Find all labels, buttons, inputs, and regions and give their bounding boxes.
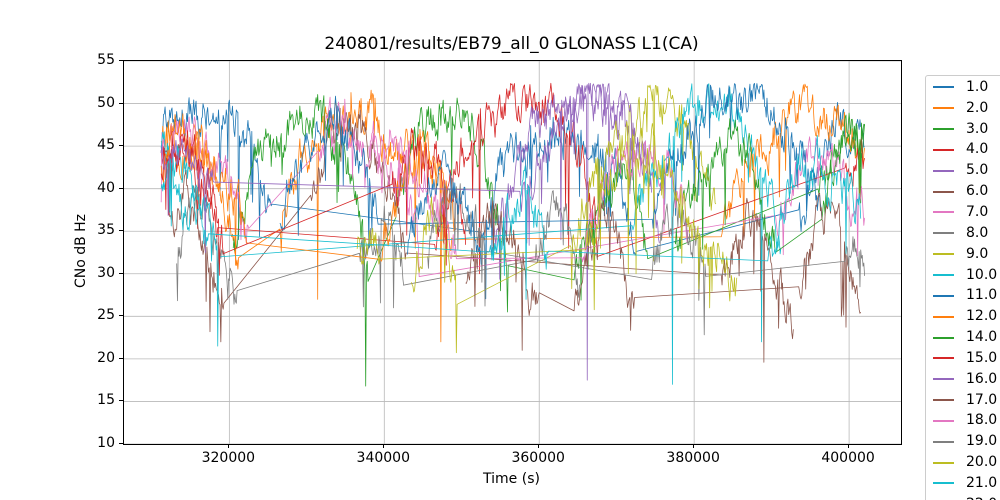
x-tick-label: 360000: [511, 450, 565, 466]
y-tick-label: 35: [97, 222, 115, 239]
legend-entry: 8.0: [926, 223, 1000, 244]
legend-line-swatch: [933, 148, 954, 151]
legend-label: 22.0: [966, 496, 997, 500]
legend-label: 2.0: [966, 99, 989, 116]
y-tick-label: 40: [97, 179, 115, 196]
x-tick-mark: [228, 444, 230, 448]
legend-label: 1.0: [966, 78, 989, 95]
legend-label: 5.0: [966, 162, 989, 179]
legend-entry: 21.0: [926, 473, 1000, 494]
legend-label: 7.0: [966, 203, 989, 220]
legend-entry: 9.0: [926, 244, 1000, 265]
legend-line-swatch: [933, 232, 954, 235]
legend-label: 14.0: [966, 329, 998, 346]
y-tick-label: 30: [97, 264, 115, 281]
legend-label: 20.0: [966, 454, 998, 471]
legend-entry: 5.0: [926, 160, 1000, 181]
x-tick-label: 320000: [201, 450, 256, 466]
legend-line-swatch: [933, 211, 954, 214]
legend-entry: 6.0: [926, 181, 1000, 202]
legend-line-swatch: [933, 274, 954, 277]
y-tick-mark: [119, 272, 123, 274]
legend-line-swatch: [933, 357, 954, 360]
legend-label: 17.0: [966, 391, 998, 408]
chart-title: 240801/results/EB79_all_0 GLONASS L1(CA): [324, 34, 699, 54]
legend-entry: 7.0: [926, 202, 1000, 223]
y-tick-label: 15: [97, 392, 115, 409]
y-tick-label: 55: [97, 52, 115, 68]
y-tick-label: 45: [97, 137, 115, 154]
legend-label: 9.0: [966, 245, 989, 262]
legend-line-swatch: [933, 440, 954, 443]
legend-entry: 16.0: [926, 369, 1000, 390]
legend-entry: 2.0: [926, 98, 1000, 119]
legend-line-swatch: [933, 378, 954, 381]
x-tick-label: 380000: [666, 450, 720, 466]
legend-label: 21.0: [966, 474, 998, 491]
plot-area: [123, 60, 902, 445]
x-tick-mark: [538, 444, 540, 448]
legend-entry: 1.0: [926, 77, 1000, 98]
legend-label: 16.0: [966, 370, 998, 387]
y-tick-label: 10: [97, 435, 115, 451]
legend-entry: 12.0: [926, 306, 1000, 327]
legend-line-swatch: [933, 336, 954, 339]
legend-entry: 18.0: [926, 411, 1000, 432]
legend-label: 10.0: [966, 266, 998, 283]
legend-label: 15.0: [966, 349, 998, 366]
legend-entry: 19.0: [926, 431, 1000, 452]
legend-entry: 17.0: [926, 390, 1000, 411]
legend-entry: 10.0: [926, 265, 1000, 286]
legend-line-swatch: [933, 461, 954, 464]
legend-entry: 22.0: [926, 494, 1000, 500]
x-tick-mark: [383, 444, 385, 448]
legend-line-swatch: [933, 128, 954, 131]
x-tick-label: 400000: [821, 450, 875, 466]
legend-entry: 14.0: [926, 327, 1000, 348]
x-axis-label: Time (s): [483, 471, 540, 487]
legend-label: 3.0: [966, 120, 989, 137]
legend-label: 18.0: [966, 412, 998, 429]
y-tick-mark: [119, 187, 123, 189]
legend-label: 8.0: [966, 224, 989, 241]
y-tick-label: 20: [97, 349, 115, 366]
plot-canvas: [124, 61, 901, 444]
y-tick-mark: [119, 400, 123, 402]
legend-line-swatch: [933, 294, 954, 297]
legend-line-swatch: [933, 482, 954, 485]
legend-line-swatch: [933, 399, 954, 402]
y-tick-mark: [119, 443, 123, 444]
x-tick-label: 340000: [356, 450, 410, 466]
legend-line-swatch: [933, 315, 954, 318]
y-tick-mark: [119, 357, 123, 359]
legend-label: 19.0: [966, 433, 998, 450]
y-tick-mark: [119, 145, 123, 147]
legend-entry: 11.0: [926, 285, 1000, 306]
legend-line-swatch: [933, 419, 954, 422]
legend-entry: 3.0: [926, 119, 1000, 140]
y-tick-mark: [119, 230, 123, 232]
legend-line-swatch: [933, 190, 954, 193]
legend-line-swatch: [933, 107, 954, 110]
y-tick-label: 25: [97, 307, 115, 324]
y-tick-label: 50: [97, 94, 115, 111]
y-tick-mark: [119, 102, 123, 104]
y-tick-mark: [119, 60, 123, 61]
legend-entry: 20.0: [926, 452, 1000, 473]
legend-label: 4.0: [966, 141, 989, 158]
y-tick-mark: [119, 315, 123, 317]
legend-entry: 4.0: [926, 140, 1000, 161]
legend-line-swatch: [933, 169, 954, 172]
x-tick-mark: [693, 444, 695, 448]
legend: 1.0 2.0 3.0 4.0 5.0 6.0 7.0 8.0 9.0 10.0 11.0 12.0 1…: [925, 75, 1000, 500]
legend-label: 12.0: [966, 308, 998, 325]
legend-label: 6.0: [966, 183, 989, 200]
legend-line-swatch: [933, 253, 954, 256]
legend-entry: 15.0: [926, 348, 1000, 369]
x-tick-mark: [848, 444, 850, 448]
legend-line-swatch: [933, 86, 954, 89]
legend-label: 11.0: [966, 287, 998, 304]
